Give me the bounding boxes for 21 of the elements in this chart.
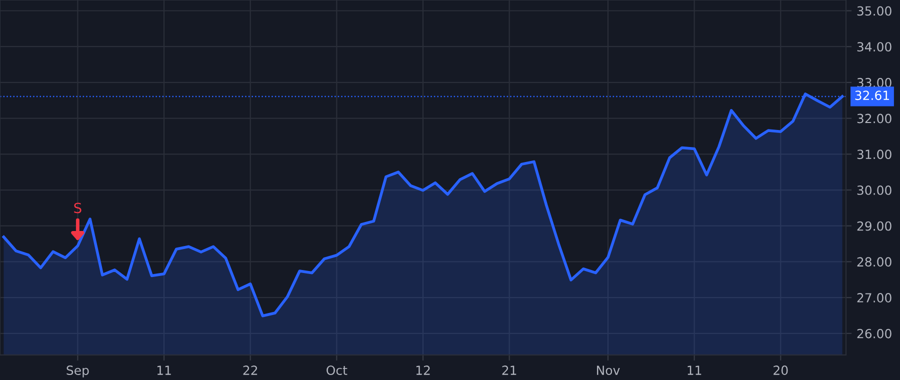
x-tick-label: 11 (157, 366, 171, 375)
x-tick-label: 12 (416, 366, 430, 375)
ref-line-label: 32.61 (855, 90, 889, 100)
x-tick-label: Nov (597, 366, 620, 376)
x-tick-label: 22 (243, 366, 258, 375)
y-tick-label: 30.00 (857, 185, 892, 195)
x-tick-label: 11 (688, 366, 702, 375)
x-tick-label: 21 (502, 366, 516, 375)
y-tick-label: 29.00 (857, 221, 892, 231)
x-tick-label: Oct (326, 366, 348, 376)
y-tick-label: 31.00 (857, 150, 892, 160)
x-tick-label: 20 (774, 366, 788, 376)
y-tick-label: 32.00 (857, 114, 892, 124)
x-tick-label: Sep (66, 366, 89, 378)
y-tick-label: 33.00 (857, 78, 892, 88)
y-tick-label: 35.00 (857, 6, 892, 16)
annotation: S (74, 202, 82, 214)
y-tick-label: 27.00 (857, 293, 892, 302)
y-tick-label: 34.00 (857, 42, 892, 52)
y-tick-label: 26.00 (857, 328, 892, 338)
y-tick-label: 28.00 (857, 257, 892, 267)
